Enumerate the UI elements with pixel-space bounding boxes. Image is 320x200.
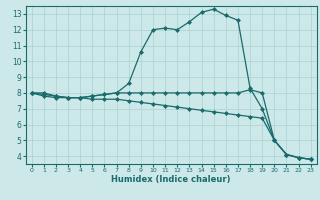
X-axis label: Humidex (Indice chaleur): Humidex (Indice chaleur) <box>111 175 231 184</box>
